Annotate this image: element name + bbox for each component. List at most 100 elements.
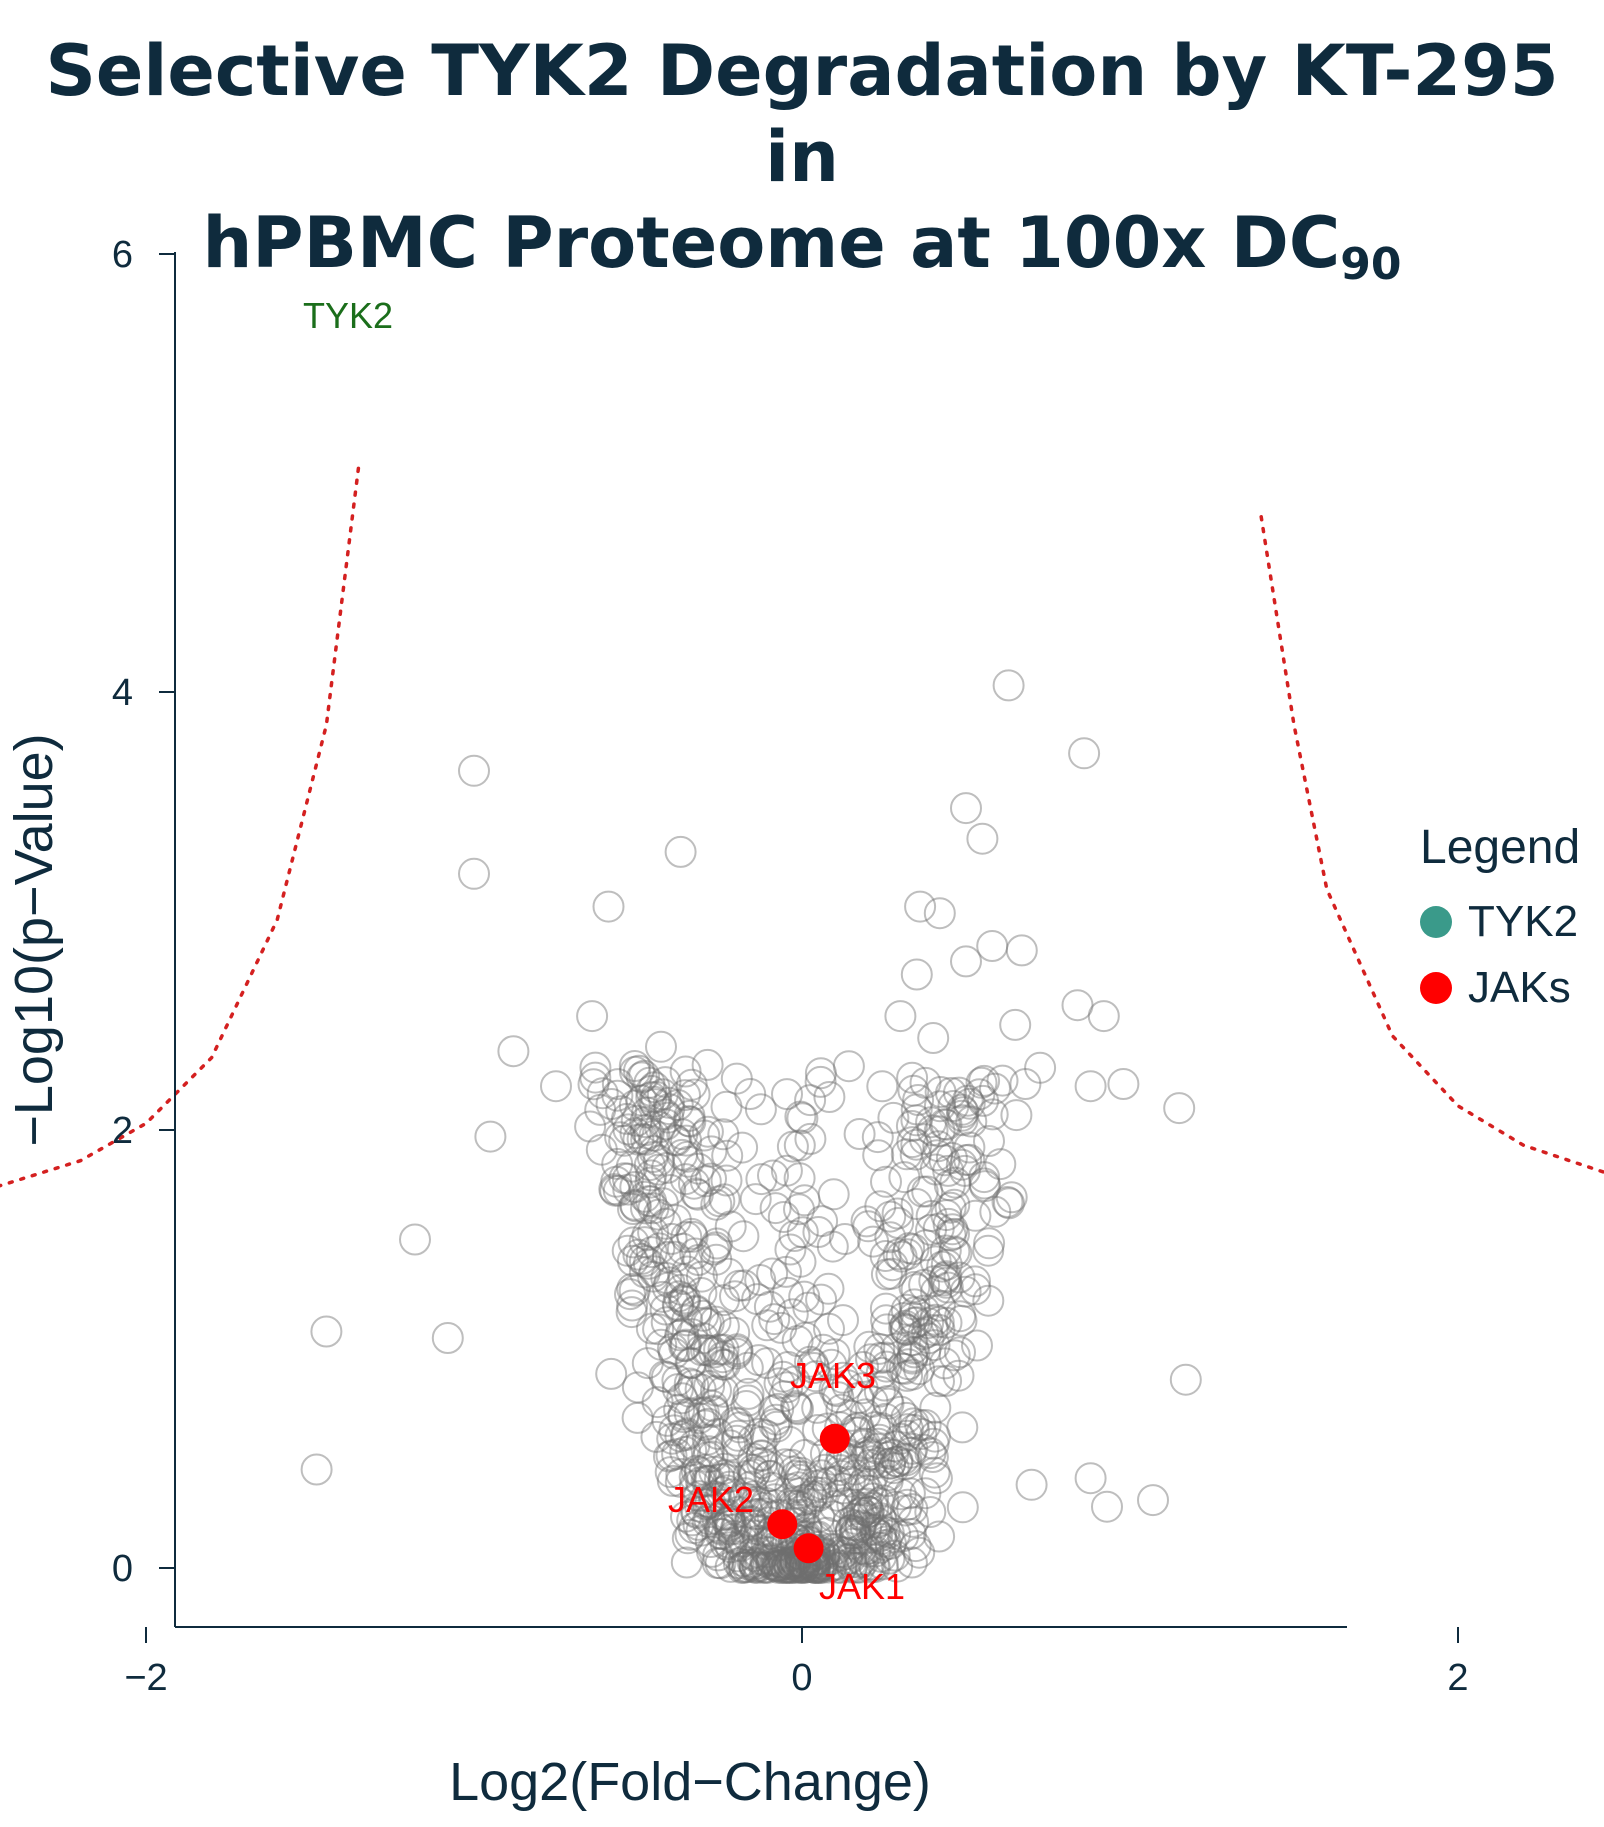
data-point — [863, 1446, 896, 1479]
data-point — [626, 1122, 659, 1155]
data-point — [614, 1278, 646, 1311]
data-point — [787, 1484, 820, 1516]
legend-marker-tyk2 — [1420, 906, 1452, 938]
data-point — [859, 1411, 892, 1444]
data-point — [898, 1306, 931, 1339]
data-point — [703, 1333, 736, 1366]
data-point — [604, 1121, 637, 1154]
data-point — [891, 1419, 924, 1452]
data-point — [845, 1496, 878, 1529]
data-point — [744, 1543, 777, 1576]
data-point — [754, 1459, 787, 1492]
data-point — [628, 1059, 661, 1092]
data-point — [932, 1154, 965, 1187]
data-point — [880, 1332, 913, 1365]
data-point — [705, 1513, 738, 1546]
data-point — [928, 1347, 961, 1380]
data-point — [698, 1482, 730, 1515]
data-point — [890, 1293, 923, 1326]
data-point — [715, 1531, 747, 1564]
data-point — [638, 1071, 671, 1104]
data-point — [708, 1183, 741, 1216]
data-point — [639, 1088, 672, 1121]
data-point — [741, 1551, 773, 1584]
data-point — [715, 1508, 748, 1541]
data-point — [1163, 1092, 1196, 1125]
data-point — [1137, 1484, 1169, 1517]
data-point — [781, 1325, 814, 1357]
data-point — [616, 1289, 649, 1322]
data-point — [687, 1299, 719, 1332]
data-point — [871, 1441, 904, 1474]
data-point — [710, 1164, 743, 1197]
data-point — [687, 1322, 720, 1355]
data-point — [818, 1338, 851, 1371]
data-point — [655, 1222, 688, 1255]
data-point — [845, 1509, 877, 1542]
data-point — [680, 1454, 713, 1487]
data-point — [948, 1154, 981, 1187]
data-point — [849, 1533, 882, 1566]
data-point — [908, 1123, 941, 1156]
data-point — [742, 1344, 775, 1377]
data-point — [646, 1187, 679, 1220]
data-point — [817, 1178, 850, 1211]
data-point — [661, 1089, 694, 1121]
data-point — [631, 1219, 664, 1252]
data-point — [708, 1452, 741, 1485]
data-point — [671, 1304, 704, 1337]
data-point — [756, 1257, 789, 1290]
data-point — [721, 1540, 754, 1573]
data-point — [894, 1436, 927, 1469]
data-point — [805, 1283, 838, 1316]
data-point — [586, 1077, 619, 1110]
data-point — [784, 1100, 817, 1133]
ticks: −2 0 2 0 2 4 6 — [112, 234, 1469, 1699]
data-point — [862, 1139, 895, 1172]
data-point — [923, 1090, 956, 1123]
data-point — [713, 1470, 746, 1503]
data-point — [700, 1374, 732, 1407]
data-point — [728, 1482, 761, 1515]
data-point — [881, 1550, 914, 1583]
data-point — [585, 1133, 618, 1166]
data-point — [783, 1129, 816, 1162]
data-point — [642, 1198, 675, 1231]
data-point — [891, 1413, 924, 1446]
data-point — [773, 1548, 806, 1581]
data-point — [649, 1066, 682, 1099]
data-point — [695, 1135, 728, 1168]
data-point — [770, 1552, 803, 1584]
data-point — [949, 1275, 982, 1308]
data-point — [1074, 1462, 1107, 1495]
data-point — [658, 1337, 690, 1370]
data-point — [612, 1173, 645, 1206]
data-point — [1000, 1099, 1033, 1132]
data-point — [887, 1520, 920, 1553]
data-point — [967, 1084, 1000, 1117]
data-point — [923, 1314, 956, 1346]
data-point — [618, 1089, 651, 1122]
data-point — [834, 1542, 867, 1575]
data-point — [777, 1455, 810, 1488]
data-point — [724, 1530, 757, 1562]
data-point — [652, 1101, 685, 1134]
data-point — [946, 1411, 979, 1444]
data-point — [663, 1393, 696, 1426]
data-point — [696, 1535, 728, 1568]
data-point — [712, 1526, 745, 1559]
data-point — [909, 1409, 942, 1441]
data-point — [838, 1453, 871, 1486]
data-point — [730, 1519, 763, 1552]
data-point — [870, 1304, 903, 1337]
data-point — [802, 1480, 835, 1512]
data-point — [825, 1459, 858, 1492]
data-point — [653, 1266, 686, 1299]
data-point — [850, 1205, 883, 1238]
data-point — [737, 1453, 770, 1486]
data-point — [738, 1548, 771, 1581]
data-point — [765, 1546, 798, 1579]
data-point — [694, 1526, 727, 1558]
data-point — [667, 1398, 700, 1431]
data-point — [632, 1247, 665, 1280]
